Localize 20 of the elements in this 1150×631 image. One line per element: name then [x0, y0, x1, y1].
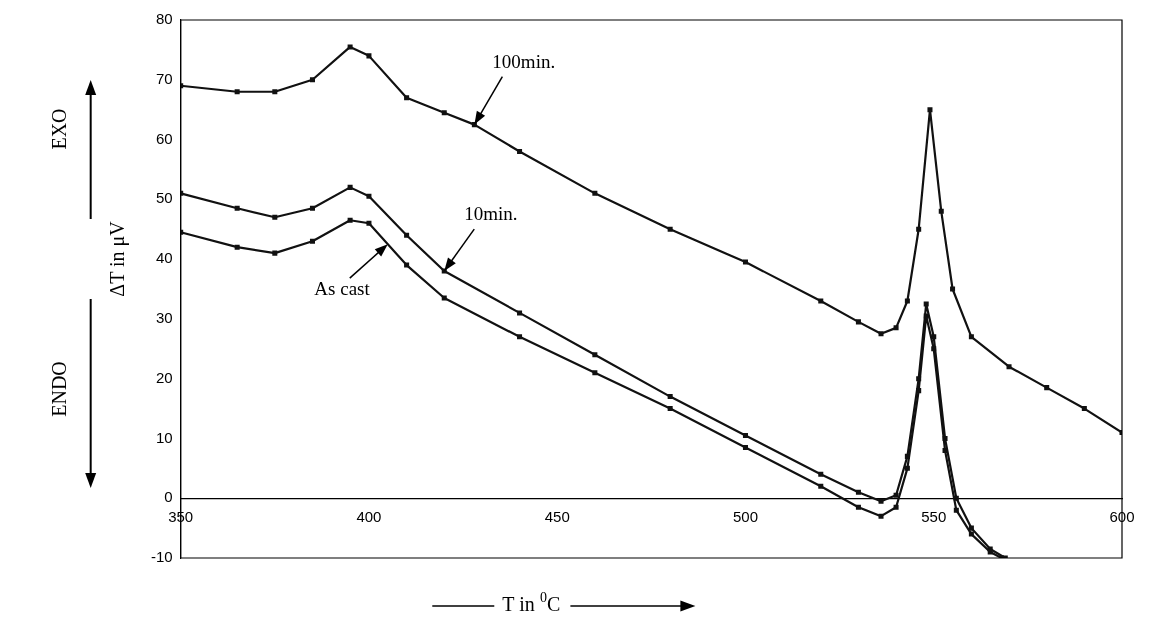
x-tick-label: 450 — [544, 508, 570, 526]
y-tick-label: 40 — [155, 249, 173, 267]
y-tick-label: -10 — [150, 548, 173, 566]
y-tick-label: 50 — [155, 189, 173, 207]
x-tick-label: 550 — [921, 508, 947, 526]
x-tick-label: 400 — [356, 508, 382, 526]
annotation: As cast — [314, 278, 371, 300]
y-tick-label: 0 — [164, 488, 173, 506]
y-tick-label: 20 — [155, 368, 173, 386]
annotation: 100min. — [492, 50, 556, 72]
y-tick-label: 60 — [155, 129, 173, 147]
y-tick-label: 10 — [155, 428, 173, 446]
text: EXO — [47, 108, 70, 150]
y-tick-label: 80 — [155, 10, 173, 28]
x-tick-label: 500 — [732, 508, 758, 526]
text: ENDO — [47, 361, 70, 417]
y-axis-title: ΔT in μV — [105, 220, 129, 297]
y-tick-label: 30 — [155, 309, 173, 327]
y-tick-label: 70 — [155, 69, 173, 87]
annotation: 10min. — [464, 203, 518, 225]
